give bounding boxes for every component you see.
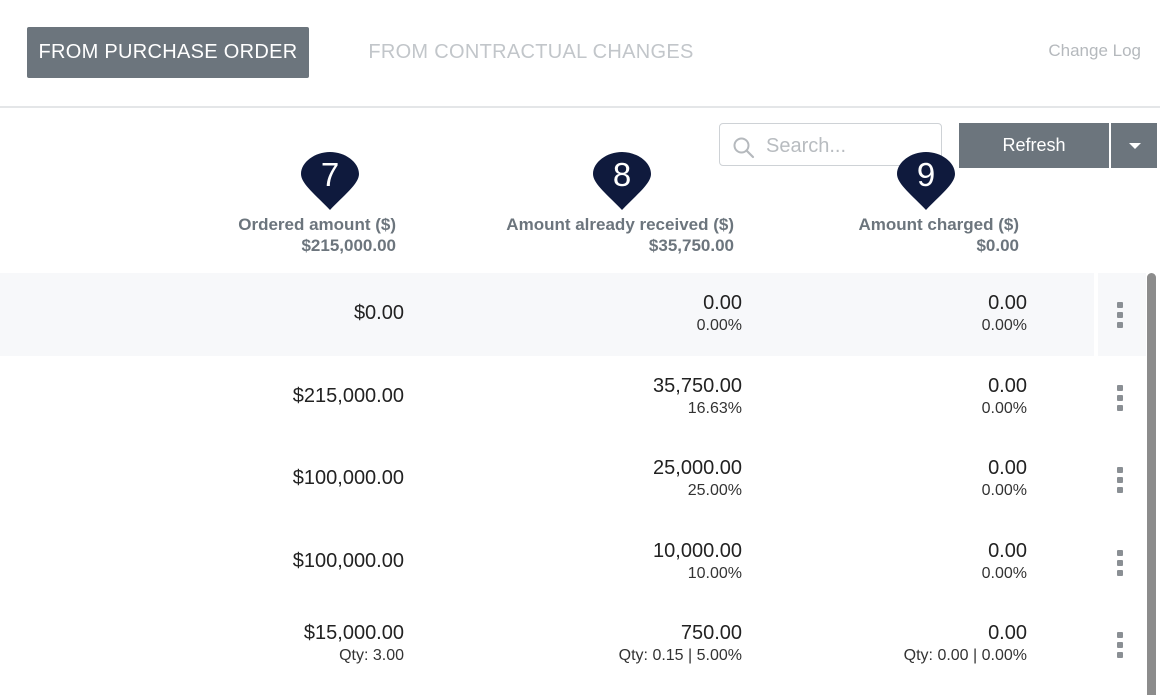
received-amount-cell: 750.00 Qty: 0.15 | 5.00% [618,622,742,664]
refresh-button[interactable]: Refresh [959,123,1109,168]
change-log-link[interactable]: Change Log [1048,41,1141,60]
received-amount-cell: 10,000.00 10.00% [653,539,742,582]
column-label: Ordered amount ($) [238,215,396,234]
data-table: $0.00 0.00 0.00% 0.00 0.00% $215,000.00 35… [0,273,1146,686]
table-row[interactable]: $100,000.00 25,000.00 25.00% 0.00 0.00% [0,438,1146,521]
received-amount-cell: 25,000.00 25.00% [653,457,742,499]
marker-badge-9: 9 [895,150,957,212]
row-menu-kebab-icon[interactable] [1115,302,1125,328]
table-row[interactable]: $15,000.00 Qty: 3.00 750.00 Qty: 0.15 | 5.… [0,603,1146,686]
received-amount-cell: 0.00 0.00% [696,292,742,334]
column-total: $0.00 [976,236,1019,255]
column-total: $215,000.00 [301,236,396,255]
ordered-amount-cell: $100,000.00 [292,549,404,572]
column-header-ordered-amount[interactable]: Ordered amount ($) $215,000.00 [238,214,396,256]
tab-bar: FROM PURCHASE ORDER FROM CONTRACTUAL CHA… [0,0,1160,108]
marker-badge-7: 7 [299,150,361,212]
charged-amount-cell: 0.00 Qty: 0.00 | 0.00% [903,622,1027,664]
table-row[interactable]: $100,000.00 10,000.00 10.00% 0.00 0.00% [0,521,1146,604]
marker-badge-8: 8 [591,150,653,212]
row-menu-kebab-icon[interactable] [1115,632,1125,658]
tab-from-contractual-changes[interactable]: FROM CONTRACTUAL CHANGES [350,27,712,78]
caret-down-icon [1129,143,1141,149]
ordered-amount-cell: $100,000.00 [292,467,404,489]
tab-from-purchase-order[interactable]: FROM PURCHASE ORDER [27,27,309,78]
column-label: Amount charged ($) [858,215,1019,234]
ordered-amount-cell: $215,000.00 [292,384,404,407]
row-menu-kebab-icon[interactable] [1115,467,1125,493]
charged-amount-cell: 0.00 0.00% [981,457,1027,499]
column-header-amount-charged[interactable]: Amount charged ($) $0.00 [858,214,1019,256]
charged-amount-cell: 0.00 0.00% [981,539,1027,582]
table-row[interactable]: $215,000.00 35,750.00 16.63% 0.00 0.00% [0,356,1146,439]
column-divider [1094,273,1098,356]
row-menu-kebab-icon[interactable] [1115,384,1125,411]
row-menu-kebab-icon[interactable] [1115,549,1125,576]
vertical-scrollbar[interactable] [1147,273,1156,695]
search-icon [733,137,755,159]
column-header-amount-received[interactable]: Amount already received ($) $35,750.00 [506,214,734,256]
received-amount-cell: 35,750.00 16.63% [653,374,742,417]
refresh-dropdown-toggle[interactable] [1111,123,1157,168]
column-total: $35,750.00 [648,236,734,255]
charged-amount-cell: 0.00 0.00% [981,374,1027,417]
charged-amount-cell: 0.00 0.00% [981,292,1027,334]
column-label: Amount already received ($) [506,215,734,234]
ordered-amount-cell: $0.00 [353,302,404,324]
ordered-amount-cell: $15,000.00 Qty: 3.00 [303,622,404,664]
table-row[interactable]: $0.00 0.00 0.00% 0.00 0.00% [0,273,1146,356]
search-field[interactable] [719,123,942,166]
